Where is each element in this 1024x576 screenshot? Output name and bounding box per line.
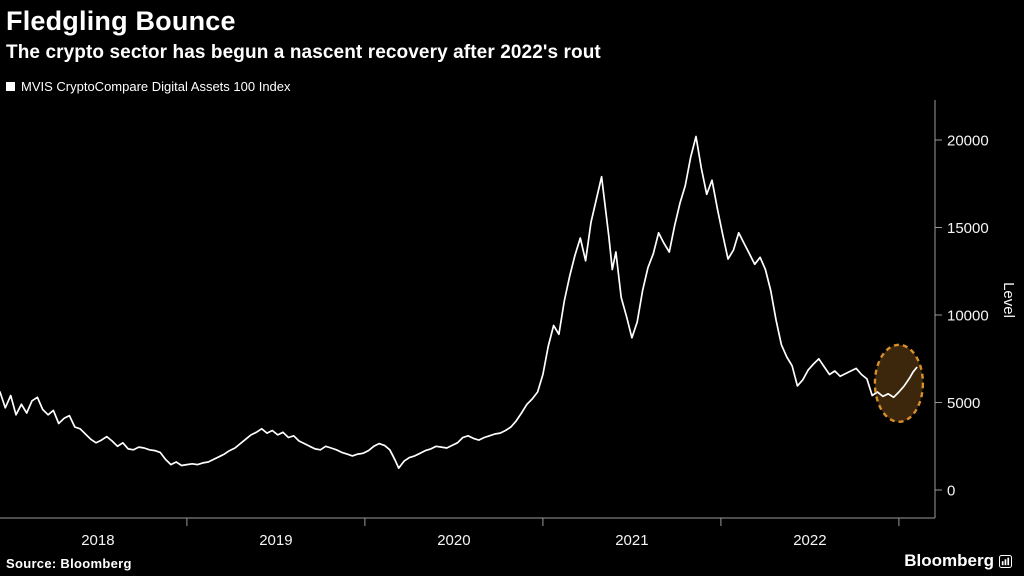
x-tick-label: 2018 xyxy=(81,532,114,549)
legend-series-marker-icon xyxy=(6,81,15,91)
x-tick-label: 2019 xyxy=(259,532,292,549)
bloomberg-wordmark: Bloomberg xyxy=(904,551,994,570)
chart-subtitle: The crypto sector has begun a nascent re… xyxy=(6,41,601,63)
x-tick-label: 2022 xyxy=(793,532,826,549)
legend-series-label: MVIS CryptoCompare Digital Assets 100 In… xyxy=(21,78,291,94)
y-tick-label: 5000 xyxy=(947,395,980,412)
y-tick-label: 15000 xyxy=(947,220,989,237)
bloomberg-terminal-icon xyxy=(999,554,1012,568)
y-axis-title: Level xyxy=(1000,282,1017,318)
y-tick-label: 0 xyxy=(947,483,955,500)
bloomberg-logo: Bloomberg xyxy=(904,551,1012,571)
x-tick-label: 2020 xyxy=(437,532,470,549)
chart-title: Fledgling Bounce xyxy=(6,6,236,36)
bounce-highlight-fill xyxy=(874,344,923,422)
source-credit: Source: Bloomberg xyxy=(6,556,132,571)
x-tick-label: 2021 xyxy=(615,532,648,549)
bounce-highlight-ellipse xyxy=(873,343,925,423)
chart-header: Fledgling Bounce The crypto sector has b… xyxy=(6,6,601,94)
chart-legend: MVIS CryptoCompare Digital Assets 100 In… xyxy=(6,79,601,94)
index-line xyxy=(0,135,918,469)
y-tick-label: 10000 xyxy=(947,308,989,325)
y-tick-label: 20000 xyxy=(947,133,989,150)
